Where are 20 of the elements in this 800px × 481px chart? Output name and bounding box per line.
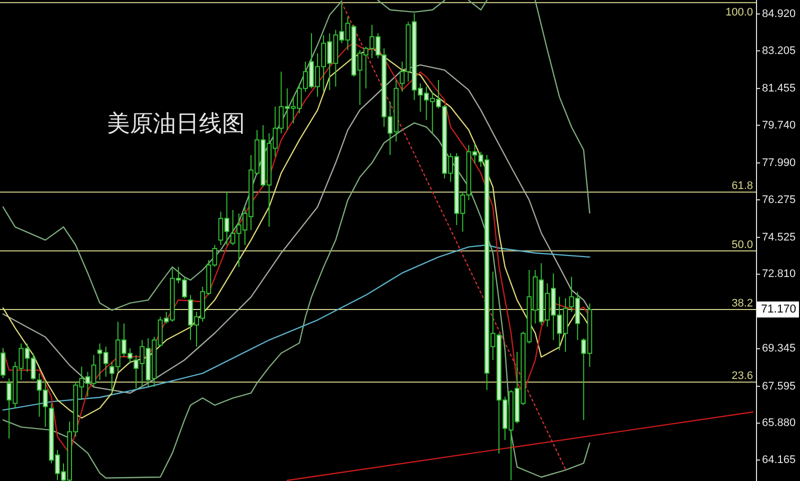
y-tick-label: 76.275 (762, 194, 796, 206)
y-tick-label: 72.810 (762, 268, 796, 280)
y-tick-label: 74.525 (762, 231, 796, 244)
annotation: 23.6 (732, 370, 753, 382)
text: 美原油日线图 (107, 110, 245, 136)
price-label: 71.170 (757, 302, 799, 318)
annotation: 100.0 (725, 6, 753, 19)
annotation: 61.8 (732, 180, 753, 192)
y-tick-label: 64.165 (762, 454, 796, 466)
annotation: 38.2 (732, 297, 753, 310)
ref-line-label: 71.170 (761, 303, 796, 316)
y-tick-label: 67.595 (762, 380, 796, 392)
annotation: 50.0 (732, 238, 753, 251)
y-tick-label: 84.920 (762, 8, 796, 20)
y-tick-label: 65.880 (762, 417, 796, 430)
y-tick-label: 79.740 (762, 119, 796, 132)
y-tick-label: 83.205 (762, 44, 796, 57)
y-tick-label: 81.455 (762, 82, 796, 94)
y-tick-label: 77.990 (762, 156, 796, 169)
y-tick-label: 69.345 (762, 342, 796, 355)
